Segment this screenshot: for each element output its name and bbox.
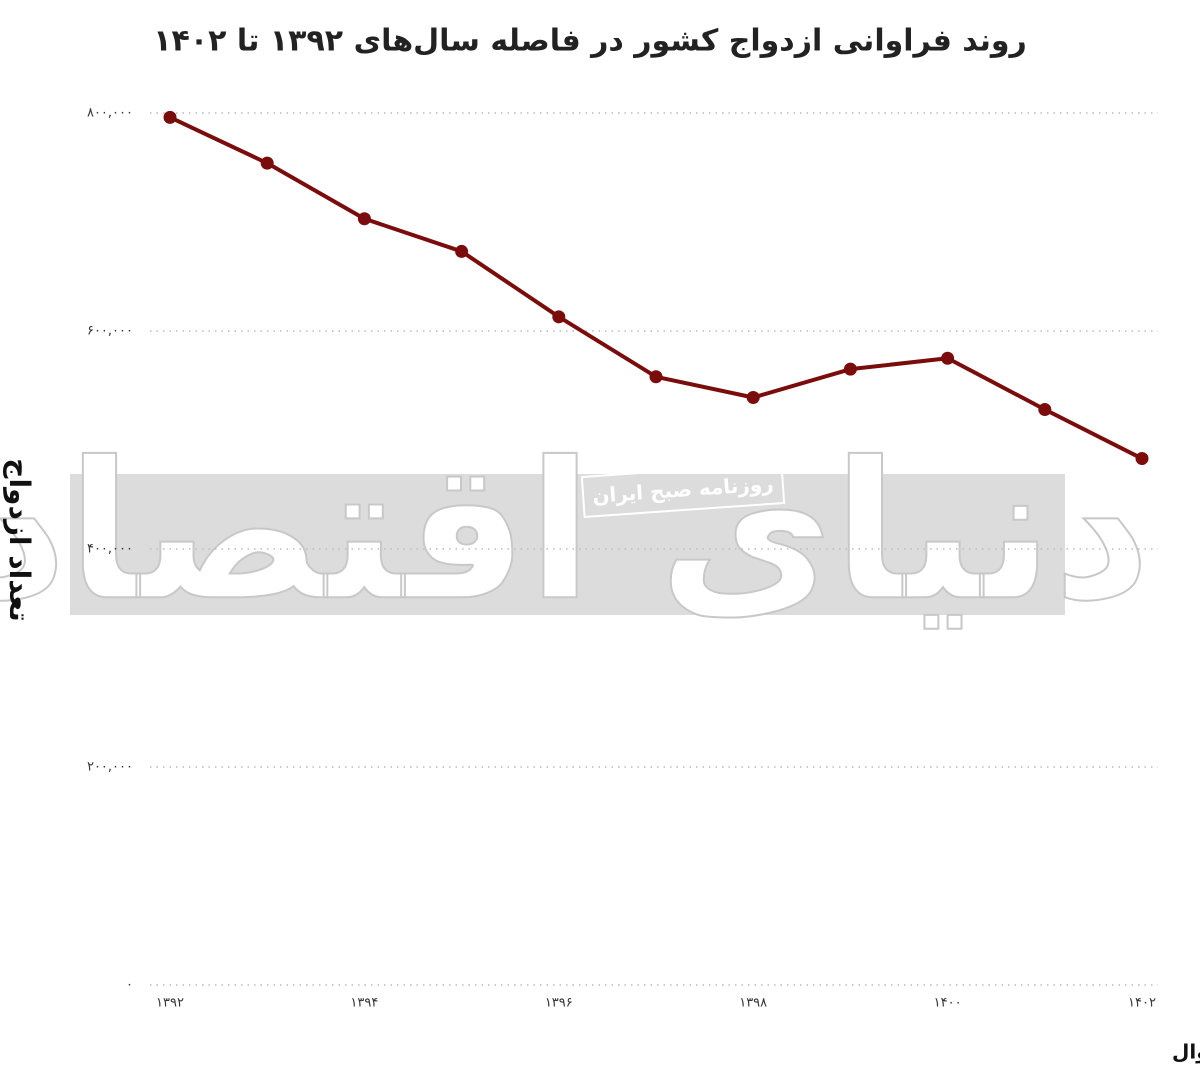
point [1038,402,1052,416]
point [843,362,857,376]
point [552,310,566,324]
x-tick-label: ۱۳۹۴ [350,996,378,1011]
watermark-band [70,474,1065,615]
point [357,212,371,226]
x-tick-label: ۱۳۹۸ [739,996,767,1011]
y-tick-label: ۸۰۰,۰۰۰ [87,106,133,121]
point [260,156,274,170]
y-tick-label: ۲۰۰,۰۰۰ [87,760,133,775]
y-tick-label: ۰ [126,978,133,993]
source: منبع سازمان ثبت احوال [1172,1040,1200,1064]
point [1135,452,1149,466]
x-tick-label: ۱۴۰۲ [1128,996,1156,1011]
point [746,390,760,404]
x-tick-label: ۱۳۹۲ [156,996,184,1011]
y-axis-label: تعداد ازدواج [2,458,36,621]
y-tick-label: ۴۰۰,۰۰۰ [87,542,133,557]
x-tick-label: ۱۳۹۶ [545,996,573,1011]
point [163,110,177,124]
watermark: دنیای اقتصاد [0,421,1151,642]
y-tick-label: ۶۰۰,۰۰۰ [87,324,133,339]
chart-title: روند فراوانی ازدواج کشور در فاصله سال‌ها… [153,24,1027,59]
point [649,370,663,384]
point [455,244,469,258]
watermark-caption-frame [580,462,786,518]
line [169,115,1143,461]
x-tick-label: ۱۴۰۰ [934,996,962,1011]
point [941,351,955,365]
